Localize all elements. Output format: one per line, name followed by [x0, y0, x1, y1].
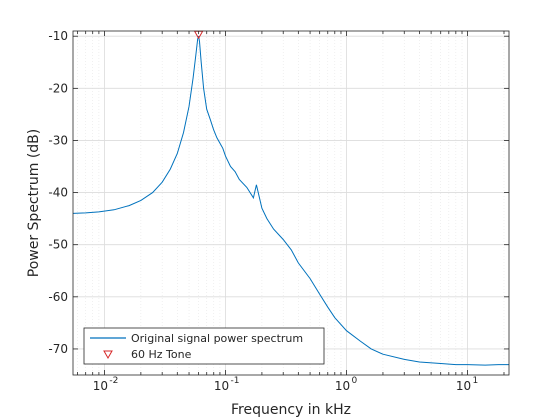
- x-tick-label: 10: [456, 379, 471, 393]
- x-tick-label: 10: [335, 379, 350, 393]
- legend-label-spectrum: Original signal power spectrum: [131, 332, 303, 345]
- x-tick-label: 10: [93, 379, 108, 393]
- legend-box: [83, 327, 325, 365]
- x-tick-exponent: 0: [352, 376, 358, 386]
- x-tick-exponent: -1: [230, 376, 239, 386]
- axes-box: [72, 30, 510, 376]
- y-tick-label: -50: [48, 238, 68, 252]
- legend-label-tone: 60 Hz Tone: [131, 348, 192, 361]
- y-tick-label: -10: [48, 29, 68, 43]
- y-tick-label: -40: [48, 186, 68, 200]
- legend: Original signal power spectrum 60 Hz Ton…: [83, 327, 325, 365]
- axis-ticks: [73, 31, 509, 375]
- y-axis-label: Power Spectrum (dB): [26, 129, 42, 277]
- plot-area: [73, 31, 509, 375]
- x-tick-exponent: 1: [473, 376, 479, 386]
- y-tick-label: -30: [48, 133, 68, 147]
- spectrum-series-line: [72, 36, 509, 366]
- grid-lines: [73, 31, 509, 375]
- legend-triangle-swatch: [103, 350, 113, 360]
- x-axis-label: Frequency in kHz: [231, 402, 351, 418]
- y-tick-label: -60: [48, 290, 68, 304]
- y-tick-label: -70: [48, 342, 68, 356]
- x-tick-label: 10: [214, 379, 229, 393]
- x-tick-exponent: -2: [109, 376, 118, 386]
- spectrum-curve-layer: [72, 36, 509, 366]
- y-tick-label: -20: [48, 81, 68, 95]
